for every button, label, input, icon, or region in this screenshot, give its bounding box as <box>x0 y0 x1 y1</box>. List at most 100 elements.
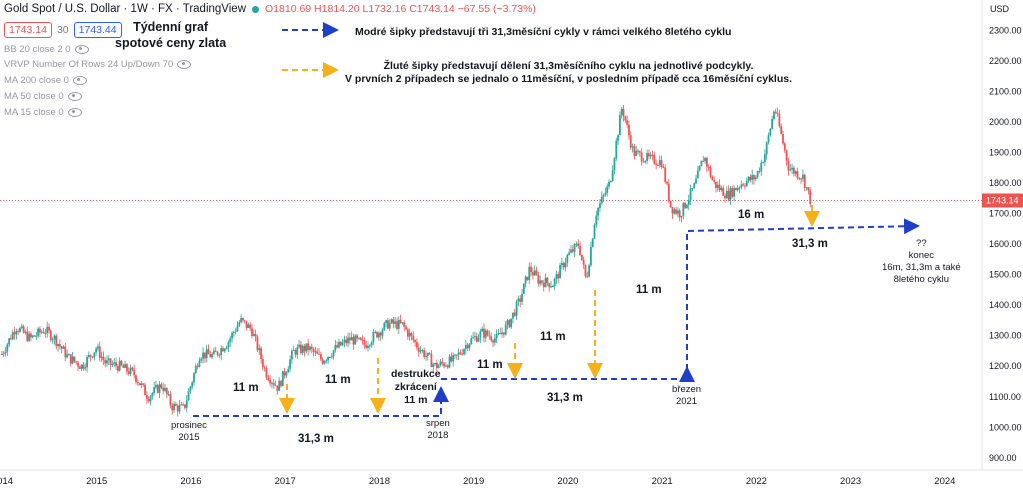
indicator-ma15[interactable]: MA 15 close 0 <box>4 107 82 118</box>
candle-body <box>470 338 473 344</box>
candle-body <box>740 184 743 188</box>
candle-body <box>495 333 498 339</box>
candle-body <box>481 328 484 332</box>
candle-body <box>64 346 67 358</box>
candle-body <box>769 128 772 136</box>
quantity-value[interactable]: 30 <box>56 24 69 36</box>
candle-body <box>191 382 194 387</box>
candle-body <box>292 349 295 352</box>
candle-body <box>196 365 199 367</box>
candle-body <box>113 362 116 365</box>
label-11m-3: 11 m <box>477 359 503 371</box>
candle-body <box>731 188 734 197</box>
candle-body <box>385 320 388 323</box>
candle-body <box>111 364 114 366</box>
candle-body <box>231 332 233 339</box>
candle-body <box>756 171 759 178</box>
candle-body <box>263 367 266 369</box>
candle-body <box>44 332 47 334</box>
candle-body <box>358 337 360 339</box>
candle-body <box>225 347 228 349</box>
candle-body <box>628 124 630 136</box>
indicator-bb[interactable]: BB 20 close 2 0 <box>4 44 89 55</box>
candle-body <box>178 405 181 412</box>
candle-body <box>319 354 322 360</box>
symbol-title[interactable]: Gold Spot / U.S. Dollar · 1W · FX · Trad… <box>4 3 247 15</box>
label-11m-4: 11 m <box>540 331 566 343</box>
candle-body <box>124 364 127 368</box>
candle-body <box>399 319 402 323</box>
candle-body <box>274 385 277 387</box>
candle-body <box>234 331 237 333</box>
candle-body <box>608 181 610 187</box>
candle-body <box>760 162 763 172</box>
candle-body <box>800 178 803 180</box>
candle-body <box>803 174 806 188</box>
eye-icon[interactable] <box>177 60 192 69</box>
eye-icon[interactable] <box>74 45 89 54</box>
indicator-vrvp[interactable]: VRVP Number Of Rows 24 Up/Down 70 <box>4 59 192 70</box>
note-srpen-2018: srpen 2018 <box>426 418 450 441</box>
candle-body <box>794 171 797 174</box>
candle-body <box>457 352 460 355</box>
candle-body <box>609 181 612 183</box>
y-tick-label: 2000.00 <box>989 117 1022 127</box>
sell-button[interactable]: 1743.14 <box>4 22 52 38</box>
y-tick-label: 1800.00 <box>989 178 1022 188</box>
candle-body <box>802 174 804 179</box>
candle-body <box>570 249 572 253</box>
candle-body <box>414 340 416 343</box>
candle-body <box>747 176 750 181</box>
eye-icon[interactable] <box>67 108 82 117</box>
candle-body <box>696 170 699 179</box>
x-tick-label: 2014 <box>0 476 13 487</box>
candle-body <box>631 146 634 148</box>
candle-body <box>341 342 344 346</box>
candle-body <box>98 346 101 358</box>
candle-body <box>687 199 690 205</box>
yellow-legend-text: Žluté šipky představují dělení 31,3měsíč… <box>345 60 793 85</box>
indicator-ma200[interactable]: MA 200 close 0 <box>4 75 87 86</box>
candle-body <box>430 354 433 368</box>
candle-body <box>474 336 476 338</box>
candle-body <box>421 350 424 352</box>
candle-body <box>238 322 241 326</box>
candle-body <box>736 187 739 191</box>
candle-body <box>332 350 335 357</box>
candle-body <box>553 279 556 286</box>
buy-button[interactable]: 1743.44 <box>73 22 122 38</box>
candle-body <box>314 351 317 353</box>
eye-icon[interactable] <box>67 92 82 101</box>
candle-body <box>301 345 304 354</box>
candle-body <box>240 318 243 323</box>
candle-body <box>705 157 708 167</box>
candle-body <box>738 187 741 189</box>
candle-body <box>771 118 774 129</box>
candle-body <box>785 150 788 161</box>
candle-body <box>622 108 625 117</box>
candle-body <box>6 344 9 352</box>
candle-body <box>773 111 775 119</box>
candle-body <box>323 361 326 364</box>
candle-body <box>733 187 735 197</box>
candle-body <box>595 215 598 225</box>
candle-body <box>776 112 779 114</box>
candle-body <box>4 351 7 354</box>
candle-body <box>744 185 746 187</box>
candle-body <box>533 270 536 276</box>
eye-icon[interactable] <box>72 76 87 85</box>
y-tick-label: 1900.00 <box>989 148 1022 158</box>
candle-body <box>11 332 14 340</box>
candle-body <box>452 355 455 362</box>
candle-body <box>428 352 431 355</box>
indicator-ma50[interactable]: MA 50 close 0 <box>4 91 82 102</box>
candle-body <box>184 404 186 408</box>
candle-body <box>617 135 619 141</box>
candle-body <box>589 246 592 266</box>
candle-body <box>455 354 458 356</box>
candle-body <box>15 331 18 335</box>
candle-body <box>145 395 148 400</box>
candle-body <box>441 361 444 364</box>
candle-body <box>676 210 679 214</box>
